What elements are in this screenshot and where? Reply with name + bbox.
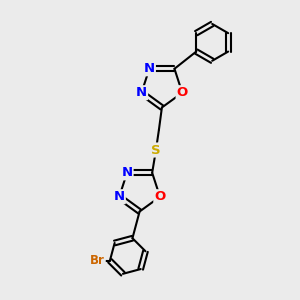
Text: N: N — [114, 190, 125, 203]
Text: O: O — [177, 86, 188, 99]
Text: N: N — [122, 166, 133, 179]
Text: N: N — [144, 62, 155, 75]
Text: O: O — [154, 190, 166, 203]
Text: N: N — [136, 86, 147, 99]
Text: S: S — [151, 143, 161, 157]
Text: Br: Br — [90, 254, 105, 267]
